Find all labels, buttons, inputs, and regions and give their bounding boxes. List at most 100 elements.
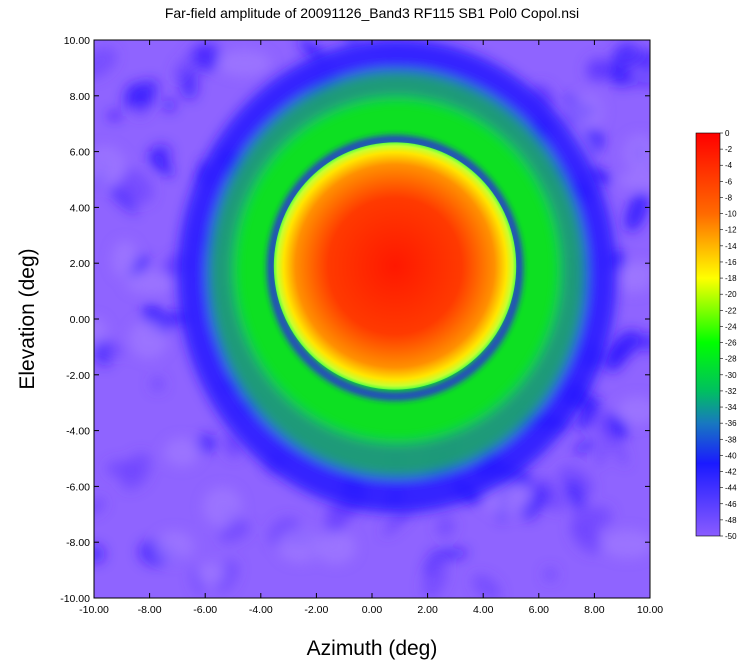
- speckle-light: [203, 486, 242, 527]
- speckle: [529, 485, 550, 511]
- speckle-light: [277, 529, 325, 563]
- colorbar-tick-label: -34: [725, 403, 737, 412]
- y-tick-label: -2.00: [66, 370, 90, 382]
- speckle: [577, 396, 601, 431]
- colorbar-tick-label: -44: [725, 484, 737, 493]
- speckle-light: [94, 317, 107, 345]
- speckle-light: [614, 271, 650, 293]
- speckle: [572, 499, 598, 542]
- x-tick-label: -8.00: [138, 604, 162, 616]
- speckle-light: [164, 438, 200, 467]
- colorbar: 0 -2 -4 -6 -8 -10 -12 -14 -16 -18 -20 -22 -24 -26 -28 -…: [695, 129, 737, 541]
- speckle-light: [125, 271, 177, 295]
- speckle-light: [617, 396, 650, 425]
- speckle-light: [197, 562, 226, 585]
- colorbar-tick-label: -24: [725, 322, 737, 331]
- colorbar-tick-label: -8: [725, 193, 733, 202]
- colorbar-tick-label: -14: [725, 242, 737, 251]
- colorbar-ticks: 0 -2 -4 -6 -8 -10 -12 -14 -16 -18 -20 -22 -24 -26 -28 -…: [720, 129, 737, 541]
- speckle: [94, 497, 106, 515]
- colorbar-gradient: [695, 132, 721, 537]
- speckle: [147, 151, 174, 177]
- speckle: [585, 56, 610, 82]
- speckle: [120, 168, 154, 204]
- colorbar-tick-label: 0: [725, 129, 730, 138]
- speckle: [422, 558, 448, 598]
- y-tick-label: 0.00: [70, 314, 91, 326]
- speckle: [106, 111, 123, 121]
- x-tick-label: 2.00: [417, 604, 438, 616]
- speckle: [150, 376, 165, 392]
- colorbar-tick-label: -26: [725, 339, 737, 348]
- x-tick-label: 4.00: [473, 604, 494, 616]
- main-beam-disc: [273, 142, 517, 390]
- speckle: [218, 521, 251, 543]
- speckle-light: [571, 93, 604, 129]
- speckle: [609, 42, 637, 81]
- speckle: [634, 332, 650, 352]
- colorbar-tick-label: -20: [725, 290, 737, 299]
- y-tick-label: 8.00: [70, 91, 91, 103]
- speckle-light: [315, 530, 356, 565]
- speckle: [94, 338, 112, 367]
- speckle-light: [617, 170, 650, 190]
- colorbar-tick-label: -48: [725, 516, 737, 525]
- speckle: [611, 436, 628, 466]
- speckle: [573, 439, 596, 454]
- y-axis-ticks: -10.00 -8.00 -6.00 -4.00 -2.00 0.00 2.00 4.00 6.…: [60, 35, 650, 605]
- speckle: [533, 475, 566, 512]
- speckle: [179, 67, 199, 100]
- colorbar-tick-label: -42: [725, 468, 737, 477]
- speckle: [108, 186, 138, 214]
- x-tick-label: -10.00: [79, 604, 109, 616]
- colorbar-tick-label: -6: [725, 177, 733, 186]
- colorbar-tick-label: -18: [725, 274, 737, 283]
- x-tick-label: -6.00: [193, 604, 217, 616]
- y-tick-label: -10.00: [60, 593, 90, 605]
- colorbar-tick-label: -36: [725, 419, 737, 428]
- y-tick-label: 2.00: [70, 258, 91, 270]
- speckle: [196, 433, 218, 454]
- speckle: [120, 452, 152, 491]
- colorbar-tick-label: -16: [725, 258, 737, 267]
- speckle: [162, 98, 177, 113]
- colorbar-tick-label: -12: [725, 226, 737, 235]
- speckle: [635, 48, 650, 74]
- speckle: [224, 434, 240, 458]
- null-ring: [266, 135, 524, 401]
- y-tick-label: -6.00: [66, 481, 90, 493]
- colorbar-tick-label: -40: [725, 451, 737, 460]
- x-tick-label: 0.00: [362, 604, 383, 616]
- colorbar-tick-label: -50: [725, 532, 737, 541]
- x-tick-label: 6.00: [529, 604, 550, 616]
- colorbar-tick-label: -22: [725, 306, 737, 315]
- x-axis-ticks: -10.00 -8.00 -6.00 -4.00 -2.00 0.00 2.00 4.00 6.…: [79, 40, 663, 616]
- x-tick-label: -2.00: [304, 604, 328, 616]
- first-null: [266, 135, 524, 401]
- heatmap-plot-area: [94, 40, 650, 598]
- speckle: [122, 79, 160, 109]
- main-beam: [273, 142, 517, 390]
- speckle: [94, 47, 117, 80]
- x-tick-label: -4.00: [249, 604, 273, 616]
- speckle: [543, 567, 557, 582]
- speckle-light: [155, 531, 194, 562]
- speckle-light: [601, 529, 650, 559]
- y-axis-label: Elevation (deg): [16, 248, 39, 389]
- speckle: [604, 342, 627, 372]
- speckle-light: [111, 240, 138, 279]
- speckle: [590, 505, 613, 528]
- colorbar-tick-label: -38: [725, 435, 737, 444]
- x-tick-label: 8.00: [584, 604, 605, 616]
- x-axis-label: Azimuth (deg): [307, 637, 438, 660]
- speckle-light: [623, 134, 650, 172]
- x-tick-label: 10.00: [637, 604, 663, 616]
- speckle: [472, 574, 502, 598]
- speckle: [173, 58, 187, 81]
- speckle: [635, 77, 650, 87]
- colorbar-tick-label: -32: [725, 387, 737, 396]
- y-tick-label: 10.00: [64, 35, 90, 47]
- speckle: [565, 479, 585, 509]
- speckle: [436, 516, 456, 537]
